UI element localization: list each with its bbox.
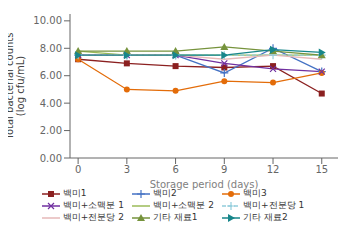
svg-text:Storage period (days): Storage period (days): [150, 179, 259, 190]
html-text:백미+전분당 1: 백미+전분당 1: [243, 200, 305, 210]
svg-text:0.00: 0.00: [40, 153, 62, 164]
html-text:기타 재료2: 기타 재료2: [243, 212, 288, 222]
html-text:백미+소맥분 1: 백미+소맥분 1: [62, 200, 124, 210]
html-text:백미+전분당 2: 백미+전분당 2: [62, 212, 124, 222]
svg-text:12: 12: [267, 164, 280, 175]
html-text:기타 재료1: 기타 재료1: [152, 212, 198, 222]
svg-text:3: 3: [124, 164, 130, 175]
svg-text:15: 15: [315, 164, 328, 175]
svg-text:6: 6: [172, 164, 178, 175]
svg-text:6.00: 6.00: [40, 70, 62, 81]
svg-text:Total bacterial counts(log cfu: Total bacterial counts(log cfu/mL): [8, 33, 26, 141]
html-text:백미1: 백미1: [62, 188, 87, 198]
html-text:백미2: 백미2: [152, 188, 177, 198]
svg-text:0: 0: [75, 164, 81, 175]
svg-text:9: 9: [221, 164, 227, 175]
svg-text:8.00: 8.00: [40, 43, 62, 54]
svg-text:2.00: 2.00: [40, 125, 62, 136]
svg-text:4.00: 4.00: [40, 98, 62, 109]
html-text:백미+소맥분 2: 백미+소맥분 2: [152, 200, 215, 210]
svg-text:10.00: 10.00: [33, 15, 62, 26]
html-text:백미3: 백미3: [243, 188, 267, 198]
